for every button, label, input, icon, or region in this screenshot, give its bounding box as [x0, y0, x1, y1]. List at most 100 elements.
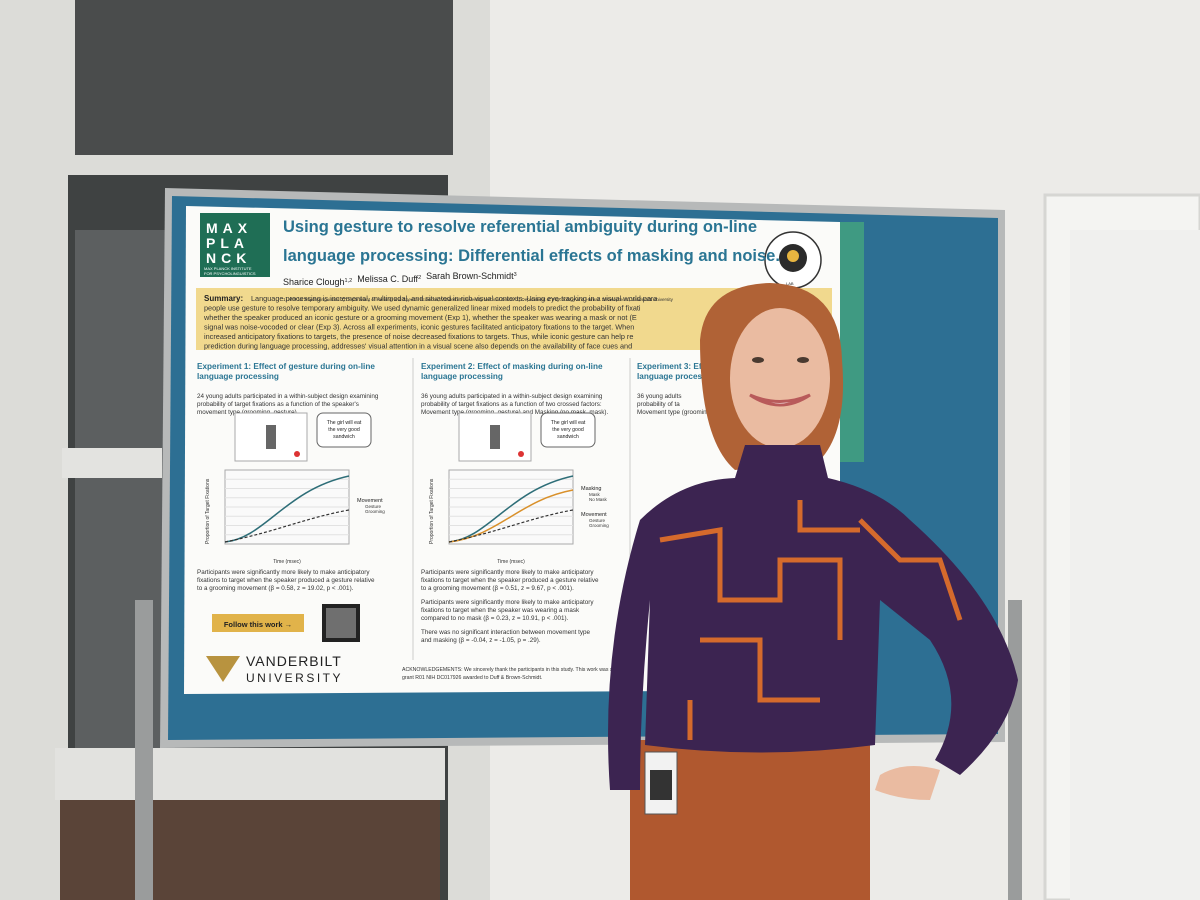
- badge-code: [650, 770, 672, 800]
- exp-result: Participants were significantly more lik…: [421, 599, 594, 606]
- curve: [448, 509, 574, 543]
- exp-result: fixations to target when the speaker pro…: [421, 577, 599, 584]
- person: [608, 283, 1018, 900]
- hand: [875, 766, 940, 800]
- speech-bubble: [316, 412, 372, 448]
- logo-caption: FOR PSYCHOLINGUISTICS: [204, 271, 256, 276]
- chart-x-label: Time (msec): [273, 559, 301, 565]
- legend-title: Movement: [357, 498, 383, 504]
- exp-result: fixations to target when the speaker pro…: [197, 577, 375, 584]
- bubble-text: the very good: [328, 427, 360, 433]
- logo-text: NCK: [206, 250, 251, 266]
- affiliations: 1) MPI for Psycholinguistics 2) Departme…: [283, 297, 674, 302]
- legend-item: Grooming: [589, 523, 609, 528]
- speaker: [266, 425, 276, 449]
- title: Using gesture to resolve referential amb…: [283, 218, 757, 236]
- interior-floor: [60, 800, 440, 900]
- exp-intro: 24 young adults participated in a within…: [197, 393, 379, 400]
- exp-heading: Experiment 1: Effect of gesture during o…: [197, 362, 375, 371]
- stand-left: [135, 600, 153, 900]
- window-bar-low: [55, 748, 445, 800]
- eye: [752, 357, 764, 363]
- qr-code: [322, 604, 360, 642]
- speech-bubble: [540, 412, 596, 448]
- exp-intro: 36 young adults participated in a within…: [421, 393, 603, 400]
- exp-result: Participants were significantly more lik…: [197, 569, 370, 576]
- exp-result: Participants were significantly more lik…: [421, 569, 594, 576]
- authors: Sharice Clough1,2 Melissa C. Duff2 Sarah B…: [283, 271, 517, 287]
- follow-button: [212, 614, 304, 632]
- summary-line: signal was noise-vocoded or clear (Exp 3…: [204, 323, 634, 332]
- exp-intro: probability of target fixations as a fun…: [197, 401, 359, 408]
- bubble-text: sandwich: [557, 434, 579, 440]
- smile: [749, 393, 811, 407]
- exp-heading: language process: [637, 372, 707, 381]
- target: [518, 451, 524, 457]
- exp-heading: language processing: [197, 372, 279, 381]
- exp-result: and masking (β = -0.04, z = -1.05, p = .…: [421, 637, 541, 644]
- exp-result: compared to no mask (β = 0.23, z = 10.91…: [421, 615, 569, 622]
- sweater-pattern: [659, 500, 963, 740]
- exp-result: There was no significant interaction bet…: [421, 629, 591, 636]
- author-affil: 3: [514, 272, 517, 278]
- curve: [224, 475, 350, 543]
- lab-logo-light: [787, 250, 799, 262]
- exp-result: to a grooming movement (β = 0.58, z = 19…: [197, 585, 354, 592]
- acknowledgements: grant R01 NIH DC017926 awarded to Duff &…: [402, 675, 542, 681]
- vanderbilt-logo: [206, 656, 240, 682]
- summary-label: Summary:: [204, 294, 243, 303]
- exp-heading: language processing: [421, 372, 503, 381]
- university: VANDERBILT: [246, 653, 342, 669]
- curve: [224, 509, 350, 543]
- legend-title: Masking: [581, 486, 601, 492]
- author-affil: 2: [418, 275, 421, 281]
- legend-item: Gesture: [589, 518, 606, 523]
- title: language processing: Differential effect…: [283, 247, 780, 265]
- qr-pattern: [326, 608, 356, 638]
- exp-intro: Movement type (grooming: [637, 409, 711, 416]
- bubble-text: sandwich: [333, 434, 355, 440]
- exp-heading: Experiment 3: Ef: [637, 362, 702, 371]
- summary-line: increased anticipatory fixations to targ…: [204, 332, 633, 341]
- bubble-text: the very good: [552, 427, 584, 433]
- summary-line: people use gesture to resolve temporary …: [204, 304, 641, 313]
- author-name: Sharice Clough: [283, 277, 345, 287]
- summary-line: Language processing is incremental, mult…: [251, 294, 658, 303]
- exp-result: to a grooming movement (β = 0.51, z = 9.…: [421, 585, 574, 592]
- logo-text: MAX: [206, 220, 252, 236]
- stand-right: [1008, 600, 1022, 900]
- summary-line: whether the speaker produced an iconic g…: [203, 313, 637, 322]
- door-panel: [1070, 230, 1200, 900]
- max-planck-logo: [200, 213, 270, 277]
- target: [294, 451, 300, 457]
- poster-edge: [838, 222, 864, 462]
- summary-line: prediction during language processing, a…: [204, 342, 632, 351]
- face: [730, 308, 830, 448]
- exp-intro: 36 young adults: [637, 393, 681, 400]
- chart-x-label: Time (msec): [497, 559, 525, 565]
- chart-y-label: Proportion of Target Fixations: [429, 478, 435, 544]
- exp-heading: Experiment 2: Effect of masking during o…: [421, 362, 603, 371]
- exp-intro: probability of target fixations as a fun…: [421, 401, 602, 408]
- follow-text: Follow this work →: [224, 620, 292, 629]
- author-affil: 1,2: [345, 278, 353, 284]
- logo-caption: MAX PLANCK INSTITUTE: [204, 266, 252, 271]
- author-name: Melissa C. Duff: [357, 274, 418, 284]
- legend-item: Gesture: [365, 504, 382, 509]
- lab-logo-text: LAB: [786, 281, 794, 286]
- speaker: [490, 425, 500, 449]
- logo-text: PLA: [206, 235, 249, 251]
- author-name: Sarah Brown-Schmidt: [426, 271, 514, 281]
- window-bar: [62, 448, 162, 478]
- legend-item: Mask: [589, 492, 601, 497]
- window-top: [75, 0, 453, 155]
- chart-y-label: Proportion of Target Fixations: [205, 478, 211, 544]
- legend-title: Movement: [581, 512, 607, 518]
- bubble-text: The girl will eat: [327, 420, 362, 426]
- bubble-text: The girl will eat: [551, 420, 586, 426]
- exp-intro: probability of ta: [637, 401, 680, 408]
- university: UNIVERSITY: [246, 671, 343, 685]
